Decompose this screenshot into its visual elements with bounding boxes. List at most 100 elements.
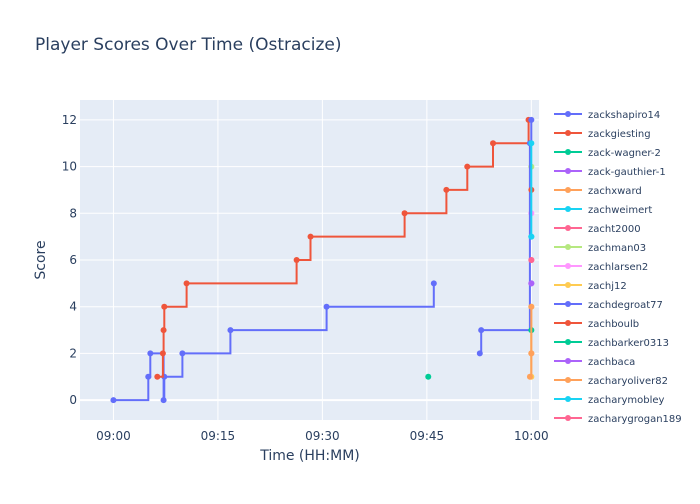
legend-label: zachdegroat77 [588,300,663,311]
legend-item[interactable]: zachlarsen2 [554,262,648,273]
data-point[interactable] [528,257,535,263]
series-zachbaca [528,280,535,287]
legend-item[interactable]: zacharygrogan189 [554,414,682,425]
data-point[interactable] [430,280,437,287]
data-point[interactable] [476,350,483,357]
data-point[interactable] [528,233,535,240]
y-tick-label: 4 [69,300,77,314]
grid-lines [80,100,539,420]
data-point[interactable] [179,350,186,357]
legend-item[interactable]: zachboulb [554,319,639,330]
legend-marker-icon [565,282,571,288]
data-point[interactable] [425,373,432,380]
data-point[interactable] [110,397,117,404]
legend-item[interactable]: zackgiesting [554,129,651,140]
data-point[interactable] [154,373,161,380]
data-point[interactable] [528,280,535,287]
legend: zackshapiro14 zackgiesting zack-wagner-2 za… [554,110,682,425]
legend-label: zackshapiro14 [588,110,660,121]
legend-marker-icon [565,225,571,231]
legend-item[interactable]: zack-gauthier-1 [554,167,666,178]
legend-label: zachweimert [588,205,652,216]
data-point[interactable] [443,186,450,193]
legend-marker-icon [565,168,571,174]
legend-label: zacharygrogan189 [588,414,682,425]
legend-label: zackgiesting [588,129,651,140]
legend-item[interactable]: zackshapiro14 [554,110,660,121]
data-point[interactable] [323,303,330,310]
legend-label: zachj12 [588,281,627,292]
legend-label: zachbarker0313 [588,338,669,349]
data-point[interactable] [145,373,152,380]
y-tick-label: 0 [69,393,77,407]
legend-label: zacht2000 [588,224,641,235]
data-point[interactable] [490,140,497,147]
data-point[interactable] [528,116,535,123]
legend-label: zachxward [588,186,642,197]
data-point[interactable] [227,327,234,334]
data-point[interactable] [464,163,471,170]
legend-item[interactable]: zachweimert [554,205,652,216]
legend-item[interactable]: zacharymobley [554,395,665,406]
x-tick-label: 09:30 [305,429,340,443]
y-tick-label: 10 [62,160,77,174]
y-axis-label: Score [33,240,49,279]
legend-item[interactable]: zachxward [554,186,642,197]
series-zacharyoliver82 [526,303,535,380]
legend-marker-icon [565,149,571,155]
data-point[interactable] [161,303,168,310]
legend-marker-icon [565,111,571,117]
x-tick-label: 09:00 [96,429,131,443]
data-point[interactable] [528,303,535,310]
legend-item[interactable]: zachman03 [554,243,646,254]
x-axis-label: Time (HH:MM) [259,448,360,464]
legend-label: zachboulb [588,319,639,330]
y-tick-label: 12 [62,113,77,127]
legend-label: zacharyoliver82 [588,376,668,387]
data-point[interactable] [293,257,300,263]
legend-item[interactable]: zachj12 [554,281,627,292]
data-point[interactable] [528,140,535,147]
legend-label: zachman03 [588,243,646,254]
legend-item[interactable]: zachbarker0313 [554,338,669,349]
legend-item[interactable]: zacharyoliver82 [554,376,668,387]
series-zackshapiro14 [110,280,437,404]
series-zacharymobley [528,140,535,240]
legend-marker-icon [565,320,571,326]
data-point[interactable] [528,350,535,357]
legend-item[interactable]: zachdegroat77 [554,300,663,311]
legend-marker-icon [565,358,571,364]
legend-label: zack-wagner-2 [588,148,661,159]
data-point[interactable] [526,373,533,380]
data-point[interactable] [147,350,154,357]
data-point[interactable] [401,210,408,217]
data-point[interactable] [159,350,166,357]
series-zack-wagner-2 [425,373,432,380]
series-layer [110,116,535,404]
data-point[interactable] [478,327,485,334]
x-tick-label: 10:00 [514,429,549,443]
legend-marker-icon [565,130,571,136]
y-tick-labels: 0 2 4 6 8 10 12 [62,113,77,407]
series-line [157,119,530,378]
legend-item[interactable]: zachbaca [554,357,635,368]
data-point[interactable] [183,280,190,287]
x-tick-label: 09:45 [410,429,445,443]
x-tick-label: 09:15 [201,429,236,443]
chart-title: Player Scores Over Time (Ostracize) [35,35,342,55]
legend-marker-icon [565,339,571,345]
legend-item[interactable]: zacht2000 [554,224,641,235]
legend-label: zacharymobley [588,395,665,406]
legend-marker-icon [565,263,571,269]
legend-marker-icon [565,301,571,307]
data-point[interactable] [160,397,167,404]
legend-label: zack-gauthier-1 [588,167,666,178]
legend-marker-icon [565,396,571,402]
data-point[interactable] [160,327,167,334]
legend-marker-icon [565,377,571,383]
y-tick-label: 8 [69,206,77,220]
data-point[interactable] [307,233,314,240]
legend-item[interactable]: zack-wagner-2 [554,148,661,159]
